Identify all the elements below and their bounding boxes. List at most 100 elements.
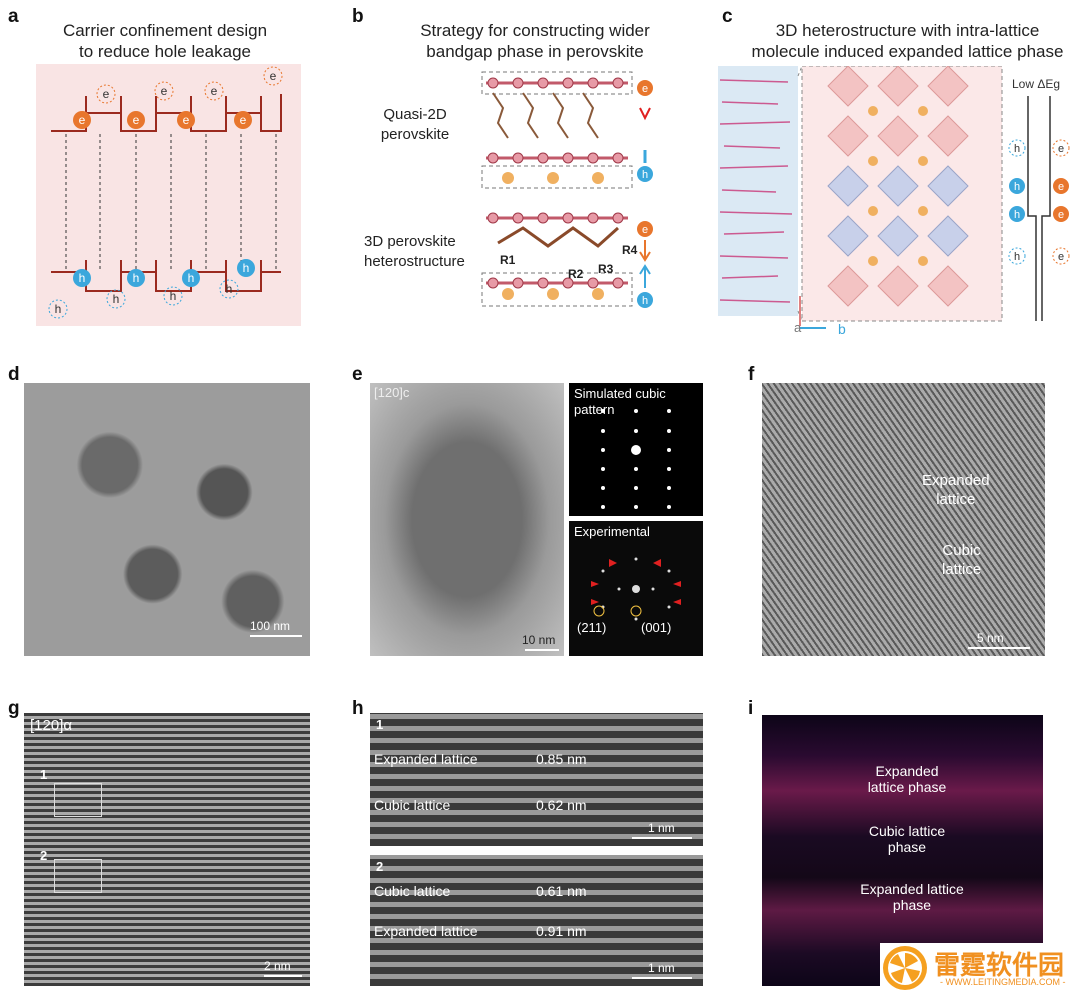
svg-text:e: e xyxy=(270,69,277,83)
quasi-2d-label: Quasi-2D perovskite xyxy=(380,106,450,143)
panel-e-experimental-pattern: Experimental (211) (001) xyxy=(569,521,703,656)
svg-text:R2: R2 xyxy=(568,267,584,281)
panel-h-letter: h xyxy=(352,698,364,719)
panel-d-scale-text: 100 nm xyxy=(250,619,291,633)
svg-text:R3: R3 xyxy=(598,262,614,276)
svg-text:h: h xyxy=(79,271,86,285)
svg-text:e: e xyxy=(1058,251,1064,263)
svg-text:e: e xyxy=(133,113,140,127)
panel-f-scalebar xyxy=(968,647,1030,649)
svg-text:e: e xyxy=(1058,209,1064,221)
panel-g-scale-text: 2 nm xyxy=(264,959,291,973)
panel-g-scalebar xyxy=(264,975,302,977)
box1-row2-label: Cubic lattice xyxy=(374,797,451,813)
panel-e-zone-axis: [120]c xyxy=(374,385,410,400)
panel-f-cubic-label: Cubic lattice xyxy=(942,542,982,578)
svg-text:e: e xyxy=(642,83,648,95)
box2-row2-label: Expanded lattice xyxy=(374,923,478,939)
panel-h-box2-scalebar xyxy=(632,977,692,979)
svg-text:Experimental: Experimental xyxy=(574,524,650,539)
heterostructure-label: 3D perovskite heterostructure xyxy=(364,233,465,270)
panel-h-box1-scalebar xyxy=(632,837,692,839)
panel-h-box1-image: 1 Expanded lattice 0.85 nm Cubic lattice… xyxy=(370,713,703,846)
panel-a-band-diagram: e e e e e e e e h h h h h h h h xyxy=(36,64,301,326)
svg-text:a: a xyxy=(794,320,802,335)
svg-text:(001): (001) xyxy=(641,620,671,635)
panel-i-phase-map: Expanded lattice phase Cubic lattice phase… xyxy=(762,715,1043,986)
panel-g-haadf-image: [120]α 1 2 2 nm xyxy=(24,713,310,986)
panel-a-title-line2: to reduce hole leakage xyxy=(78,42,252,61)
panel-f-expanded-label: Expanded lattice xyxy=(922,472,990,508)
svg-text:h: h xyxy=(188,271,195,285)
panel-i-letter: i xyxy=(748,698,754,719)
panel-g-letter: g xyxy=(8,698,20,719)
svg-text:R1: R1 xyxy=(500,253,516,267)
svg-text:h: h xyxy=(1014,251,1020,263)
panel-a-letter: a xyxy=(8,6,19,27)
panel-a-title-line1: Carrier confinement design xyxy=(62,21,268,40)
panel-f-lattice-image: Expanded lattice Cubic lattice 5 nm xyxy=(762,383,1045,656)
watermark: 雷霆软件园 - WWW.LEITINGMEDIA.COM - xyxy=(880,943,1080,993)
panel-b-title: Strategy for constructing wider bandgap … xyxy=(420,21,650,61)
svg-text:Simulated cubic: Simulated cubic xyxy=(574,386,666,401)
hole-icons: h h h h h h h h xyxy=(48,259,255,319)
panel-g-box2-label: 2 xyxy=(40,848,48,863)
panel-g-box1-label: 1 xyxy=(40,767,48,782)
svg-text:e: e xyxy=(161,84,168,98)
panel-c-structure: a b Low ΔEg h h e e h h e e xyxy=(718,66,1070,336)
svg-text:b: b xyxy=(838,321,846,336)
svg-text:Low ΔEg: Low ΔEg xyxy=(1012,77,1060,91)
svg-text:e: e xyxy=(79,113,86,127)
svg-text:h: h xyxy=(1014,181,1020,193)
svg-text:h: h xyxy=(1014,209,1020,221)
panel-i-expanded1-label: Expanded lattice phase xyxy=(867,763,947,795)
panel-e-scale-text: 10 nm xyxy=(522,633,556,647)
panel-d-tem-image: 100 nm xyxy=(24,383,310,656)
svg-text:R4: R4 xyxy=(622,243,638,257)
panel-e-scalebar xyxy=(525,649,559,651)
svg-text:h: h xyxy=(1014,143,1020,155)
valence-band-line xyxy=(51,271,281,292)
panel-f-letter: f xyxy=(748,364,755,385)
panel-g-box1 xyxy=(54,783,102,817)
panel-g-box2 xyxy=(54,859,102,893)
svg-text:h: h xyxy=(133,271,140,285)
svg-text:h: h xyxy=(226,282,233,296)
orange-logo-icon xyxy=(883,946,927,990)
watermark-url: - WWW.LEITINGMEDIA.COM - xyxy=(940,977,1066,987)
panel-b-structure: R1 R2 R3 R4 e h e h xyxy=(481,71,653,308)
panel-f-scale-text: 5 nm xyxy=(977,631,1004,645)
svg-text:h: h xyxy=(113,292,120,306)
panel-e-hrtem-image: [120]c 10 nm xyxy=(370,383,564,656)
panel-c-title: 3D heterostructure with intra-lattice mol… xyxy=(751,21,1064,61)
svg-text:e: e xyxy=(1058,143,1064,155)
svg-text:e: e xyxy=(240,113,247,127)
svg-text:(211): (211) xyxy=(577,620,606,635)
panel-e-letter: e xyxy=(352,364,363,385)
box2-row1-label: Cubic lattice xyxy=(374,883,451,899)
panel-i-cubic-label: Cubic lattice phase xyxy=(868,823,946,855)
svg-text:pattern: pattern xyxy=(574,402,614,417)
box2-row1-value: 0.61 nm xyxy=(536,883,587,899)
panel-d-scalebar xyxy=(250,635,302,637)
svg-text:h: h xyxy=(642,295,648,307)
svg-text:e: e xyxy=(211,84,218,98)
box2-row2-value: 0.91 nm xyxy=(536,923,587,939)
svg-text:e: e xyxy=(103,87,110,101)
box1-row1-label: Expanded lattice xyxy=(374,751,478,767)
svg-text:e: e xyxy=(642,224,648,236)
panel-a-title: Carrier confinement design to reduce hol… xyxy=(40,20,290,62)
panel-b-letter: b xyxy=(352,6,364,27)
svg-text:h: h xyxy=(642,169,648,181)
box1-row2-value: 0.62 nm xyxy=(536,797,587,813)
panel-i-expanded2-label: Expanded lattice phase xyxy=(860,881,964,913)
panel-c-letter: c xyxy=(722,6,733,27)
svg-text:h: h xyxy=(170,289,177,303)
svg-text:h: h xyxy=(55,302,62,316)
svg-text:h: h xyxy=(243,261,250,275)
panel-e-simulated-pattern: Simulated cubic pattern xyxy=(569,383,703,516)
svg-text:e: e xyxy=(1058,181,1064,193)
box1-row1-value: 0.85 nm xyxy=(536,751,587,767)
electron-icons: e e e e e e e e xyxy=(73,66,283,129)
svg-text:e: e xyxy=(183,113,190,127)
